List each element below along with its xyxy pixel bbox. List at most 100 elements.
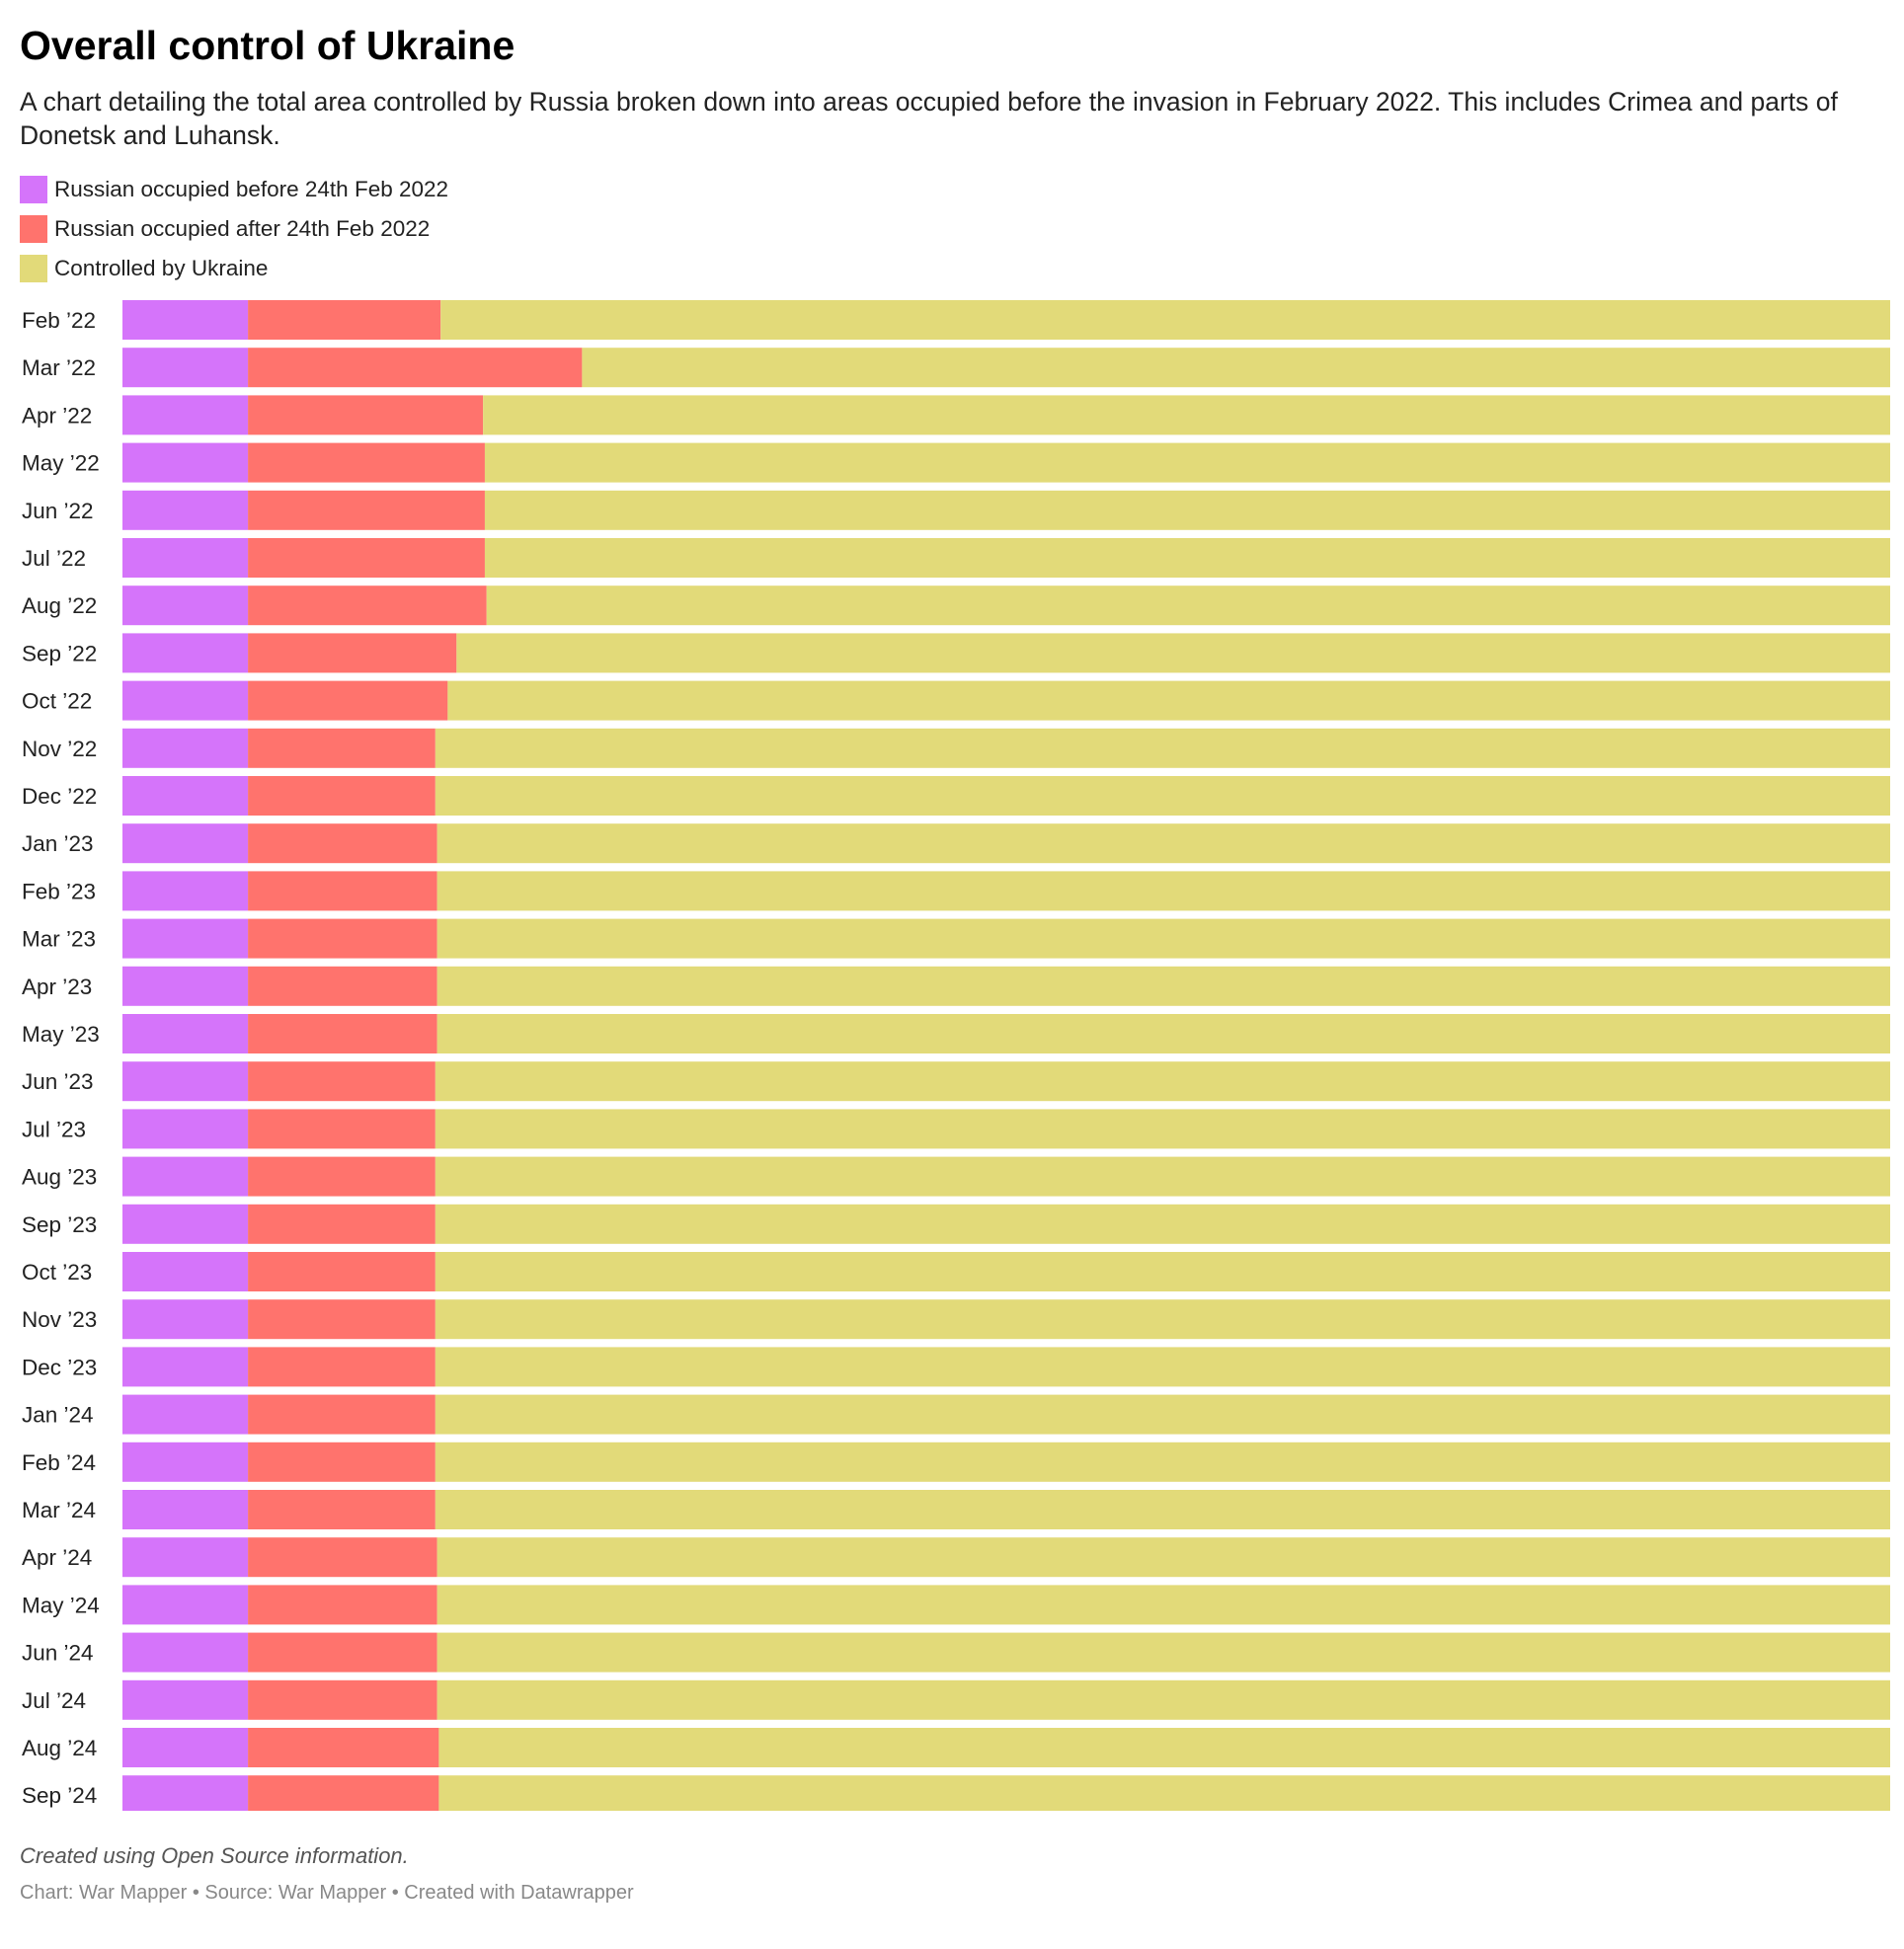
bar-segment-pre-invasion xyxy=(122,1252,249,1291)
bar-segment-post-invasion xyxy=(248,918,437,959)
row-label: Oct ’22 xyxy=(22,689,92,714)
row-label: Sep ’24 xyxy=(22,1783,97,1808)
row-label: Jun ’22 xyxy=(22,499,94,523)
bar-segment-post-invasion xyxy=(248,1014,437,1053)
row-label: Aug ’24 xyxy=(22,1736,97,1760)
row-label: May ’23 xyxy=(22,1022,100,1047)
bar-segment-pre-invasion xyxy=(122,728,249,768)
bar-segment-ukraine xyxy=(486,585,1890,626)
bar-segment-pre-invasion xyxy=(122,1156,249,1197)
bar-segment-ukraine xyxy=(456,633,1890,673)
row-label: Jul ’24 xyxy=(22,1688,86,1713)
legend-swatch-pre-invasion xyxy=(20,176,47,203)
bar-segment-ukraine xyxy=(435,1347,1891,1387)
bar-segment-ukraine xyxy=(436,1632,1890,1673)
bar-segment-ukraine xyxy=(435,1204,1891,1244)
bar-segment-pre-invasion xyxy=(122,1014,249,1053)
row-label: Sep ’22 xyxy=(22,641,97,665)
bar-segment-ukraine xyxy=(436,1585,1890,1625)
bar-segment-ukraine xyxy=(435,1299,1891,1340)
bar-segment-ukraine xyxy=(436,823,1890,864)
bar-segment-post-invasion xyxy=(248,1347,436,1387)
bar-segment-pre-invasion xyxy=(122,442,249,483)
row-label: Feb ’24 xyxy=(22,1450,96,1475)
bar-segment-post-invasion xyxy=(248,680,448,721)
bar-segment-post-invasion xyxy=(248,442,485,483)
bar-segment-ukraine xyxy=(447,680,1890,721)
bar-segment-ukraine xyxy=(435,1394,1891,1435)
bar-segment-ukraine xyxy=(435,1252,1891,1291)
bar-segment-ukraine xyxy=(484,538,1891,578)
bar-segment-pre-invasion xyxy=(122,395,249,435)
bar-segment-post-invasion xyxy=(248,1156,436,1197)
legend-item-post-invasion: Russian occupied after 24th Feb 2022 xyxy=(20,209,1904,249)
row-label: Aug ’22 xyxy=(22,593,97,618)
bar-segment-ukraine xyxy=(436,966,1890,1006)
row-label: Oct ’23 xyxy=(22,1260,92,1285)
bar-segment-pre-invasion xyxy=(122,300,249,340)
bar-segment-post-invasion xyxy=(248,1204,436,1244)
bar-segment-post-invasion xyxy=(248,1394,436,1435)
row-label: Nov ’22 xyxy=(22,737,97,761)
bar-segment-ukraine xyxy=(440,300,1891,340)
bar-segment-post-invasion xyxy=(248,1490,436,1529)
bar-segment-pre-invasion xyxy=(122,490,249,530)
row-label: Apr ’24 xyxy=(22,1545,92,1570)
row-label: May ’24 xyxy=(22,1593,100,1617)
bar-segment-pre-invasion xyxy=(122,1061,249,1102)
legend-label-post-invasion: Russian occupied after 24th Feb 2022 xyxy=(54,216,431,241)
bar-segment-ukraine xyxy=(435,1490,1891,1529)
bar-segment-pre-invasion xyxy=(122,1632,249,1673)
bar-segment-ukraine xyxy=(436,1679,1890,1720)
bar-segment-ukraine xyxy=(582,348,1890,388)
bar-segment-pre-invasion xyxy=(122,633,249,673)
bar-segment-ukraine xyxy=(436,871,1890,911)
bar-segment-pre-invasion xyxy=(122,1490,249,1529)
legend-item-ukraine: Controlled by Ukraine xyxy=(20,249,1904,288)
bar-segment-post-invasion xyxy=(248,1442,436,1482)
row-label: Mar ’24 xyxy=(22,1498,96,1522)
bar-segment-post-invasion xyxy=(248,1299,436,1340)
bar-segment-pre-invasion xyxy=(122,1585,249,1625)
bar-segment-ukraine xyxy=(436,1014,1890,1053)
bar-segment-post-invasion xyxy=(248,1775,439,1811)
bar-segment-post-invasion xyxy=(248,728,436,768)
bar-segment-post-invasion xyxy=(248,1061,436,1102)
bar-segment-ukraine xyxy=(435,1109,1891,1149)
bar-segment-pre-invasion xyxy=(122,1299,249,1340)
row-label: Dec ’22 xyxy=(22,784,97,809)
row-label: Aug ’23 xyxy=(22,1165,97,1190)
legend-item-pre-invasion: Russian occupied before 24th Feb 2022 xyxy=(20,170,1904,209)
bar-segment-pre-invasion xyxy=(122,966,249,1006)
row-label: Jul ’23 xyxy=(22,1117,86,1141)
bar-segment-post-invasion xyxy=(248,538,485,578)
row-label: Dec ’23 xyxy=(22,1355,97,1379)
bar-segment-post-invasion xyxy=(248,871,437,911)
row-label: Apr ’23 xyxy=(22,974,92,999)
bar-segment-post-invasion xyxy=(248,1537,437,1578)
chart-footer: Chart: War Mapper • Source: War Mapper •… xyxy=(20,1882,634,1904)
bar-segment-post-invasion xyxy=(248,1585,437,1625)
stacked-bar-chart: Feb ’22 Mar ’22 Apr ’22 May ’22 Jun ’22 Jul ’… xyxy=(22,300,1891,1811)
bar-segment-post-invasion xyxy=(248,823,437,864)
bar-segment-ukraine xyxy=(483,395,1890,435)
legend-swatch-ukraine xyxy=(20,255,47,282)
bar-segment-ukraine xyxy=(436,918,1890,959)
bar-segment-pre-invasion xyxy=(122,1537,249,1578)
legend-label-ukraine: Controlled by Ukraine xyxy=(54,256,269,280)
row-label: Sep ’23 xyxy=(22,1212,97,1237)
bar-segment-post-invasion xyxy=(248,1252,436,1291)
bar-segment-pre-invasion xyxy=(122,1442,249,1482)
bar-segment-pre-invasion xyxy=(122,776,249,816)
legend-label-pre-invasion: Russian occupied before 24th Feb 2022 xyxy=(54,177,449,201)
bar-segment-ukraine xyxy=(484,490,1891,530)
bar-segment-pre-invasion xyxy=(122,1204,249,1244)
row-label: Jun ’23 xyxy=(22,1069,94,1094)
bar-segment-pre-invasion xyxy=(122,585,249,626)
bar-segment-ukraine xyxy=(435,728,1891,768)
bar-segment-post-invasion xyxy=(248,490,485,530)
row-label: Feb ’22 xyxy=(22,308,96,333)
row-label: Jan ’23 xyxy=(22,831,94,856)
row-label: Mar ’22 xyxy=(22,355,96,380)
bar-segment-pre-invasion xyxy=(122,871,249,911)
